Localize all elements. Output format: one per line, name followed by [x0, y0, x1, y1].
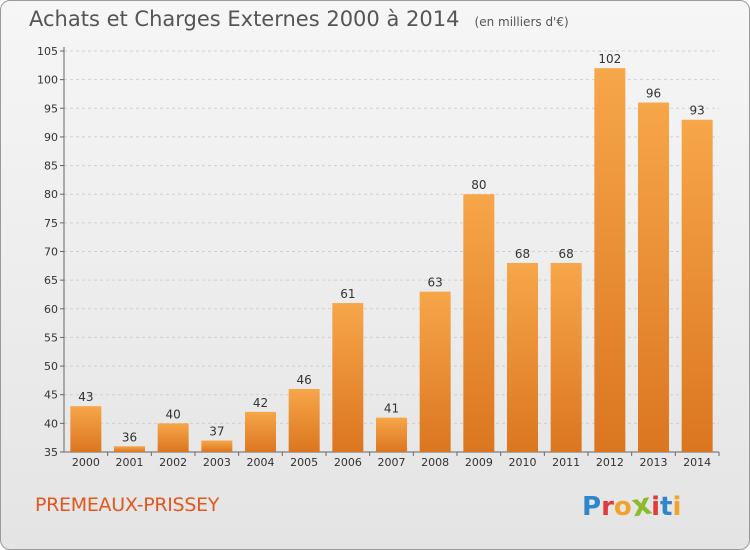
logo-letter: r: [601, 492, 614, 522]
bar-value-label: 42: [253, 396, 268, 410]
x-tick-label: 2005: [290, 456, 318, 469]
logo-letter: P: [582, 492, 602, 522]
x-tick-label: 2012: [596, 456, 624, 469]
y-tick-label: 50: [44, 360, 58, 373]
bar-value-label: 46: [297, 373, 312, 387]
y-tick-label: 100: [37, 74, 58, 87]
bar: [681, 119, 713, 452]
x-tick-label: 2010: [509, 456, 537, 469]
bar-value-label: 93: [690, 104, 705, 118]
x-tick-label: 2004: [247, 456, 275, 469]
y-tick-label: 85: [44, 160, 58, 173]
x-tick-label: 2009: [465, 456, 493, 469]
logo-letter: i: [651, 492, 661, 522]
proxiti-logo: Proxiti: [582, 487, 682, 525]
chart-unit: (en milliers d'€): [474, 15, 569, 29]
x-tick-label: 2000: [72, 456, 100, 469]
x-tick-label: 2008: [421, 456, 449, 469]
bar: [114, 446, 145, 452]
bar: [288, 388, 320, 452]
bar-value-label: 41: [384, 402, 399, 416]
bar-value-label: 63: [428, 276, 443, 290]
bar: [245, 411, 276, 452]
bar: [550, 262, 582, 452]
y-tick-label: 70: [44, 246, 58, 259]
bar: [201, 440, 233, 452]
bar-value-label: 40: [166, 407, 181, 421]
bar-value-label: 36: [122, 430, 137, 444]
logo-letter: o: [613, 492, 632, 522]
y-tick-label: 35: [44, 446, 58, 459]
y-tick-label: 90: [44, 131, 58, 144]
y-tick-label: 95: [44, 102, 58, 115]
bar: [419, 291, 451, 452]
y-tick-label: 65: [44, 274, 58, 287]
y-tick-label: 45: [44, 389, 58, 402]
bar: [376, 417, 407, 452]
bar: [463, 194, 495, 452]
y-tick-label: 80: [44, 188, 58, 201]
y-tick-label: 40: [44, 417, 58, 430]
bar-value-label: 68: [515, 247, 530, 261]
x-tick-label: 2003: [203, 456, 231, 469]
bar: [638, 102, 669, 453]
bar-value-label: 43: [78, 390, 93, 404]
x-tick-label: 2014: [683, 456, 711, 469]
bar: [332, 303, 364, 452]
bar-value-label: 68: [559, 247, 574, 261]
bar-value-label: 61: [340, 287, 355, 301]
x-tick-label: 2006: [334, 456, 362, 469]
x-tick-label: 2001: [116, 456, 144, 469]
y-tick-label: 105: [37, 45, 58, 58]
x-tick-label: 2011: [552, 456, 580, 469]
bar: [157, 423, 189, 452]
x-tick-label: 2007: [378, 456, 406, 469]
y-tick-label: 55: [44, 331, 58, 344]
bar: [70, 406, 102, 452]
x-tick-label: 2013: [640, 456, 668, 469]
y-tick-label: 60: [44, 303, 58, 316]
x-tick-label: 2002: [159, 456, 187, 469]
logo-letter: i: [672, 492, 682, 522]
place-name: PREMEAUX-PRISSEY: [35, 494, 220, 516]
bar-value-label: 102: [598, 52, 621, 66]
bar: [507, 262, 538, 452]
y-tick-label: 75: [44, 217, 58, 230]
bar-value-label: 96: [646, 87, 661, 101]
bar: [594, 68, 626, 452]
bar-value-label: 37: [209, 425, 224, 439]
title-row: Achats et Charges Externes 2000 à 2014 (…: [29, 7, 569, 31]
chart-title: Achats et Charges Externes 2000 à 2014: [29, 7, 460, 31]
logo-letter: t: [660, 492, 673, 522]
bar-value-label: 80: [471, 178, 486, 192]
